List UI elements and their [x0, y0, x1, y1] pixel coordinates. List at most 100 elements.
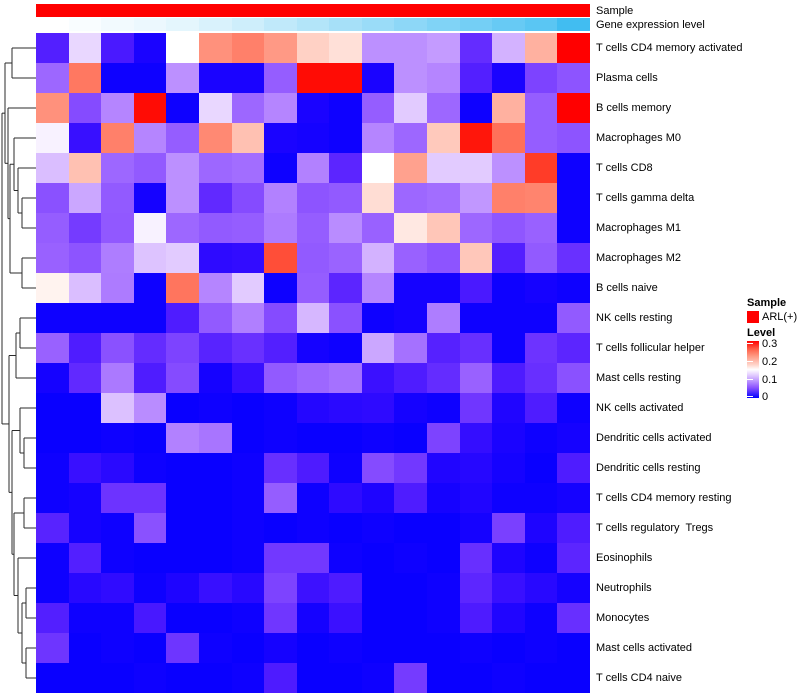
heatmap-cell [101, 393, 134, 423]
sample-annotation-cell [557, 4, 590, 17]
heatmap-cell [361, 483, 395, 513]
heatmap-cell [101, 243, 134, 273]
heatmap-cell [166, 633, 199, 663]
heatmap-cell [198, 273, 232, 303]
sample-annotation-cell [198, 4, 232, 17]
gene-annotation-cell [524, 18, 558, 31]
heatmap-cell [394, 183, 428, 213]
gene-annotation-cell [101, 18, 134, 31]
heatmap-cell [361, 333, 395, 363]
heatmap-cell [427, 543, 460, 573]
heatmap-cell [133, 33, 167, 63]
heatmap-cell [36, 543, 69, 573]
heatmap-cell [361, 573, 395, 603]
heatmap-cell [198, 333, 232, 363]
level-tick-mark [747, 361, 753, 362]
heatmap-cell [329, 483, 362, 513]
legend-level-title: Level [747, 327, 776, 339]
heatmap-cell [459, 333, 493, 363]
sample-annotation-cell [101, 4, 134, 17]
sample-annotation-bar [36, 4, 590, 17]
heatmap-cell [36, 33, 69, 63]
heatmap-cell [394, 33, 428, 63]
gene-annotation-cell [231, 18, 265, 31]
sample-annotation-cell [264, 4, 297, 17]
gene-annotation-cell [394, 18, 428, 31]
sample-annotation-cell [459, 4, 493, 17]
heatmap-cell [36, 213, 69, 243]
heatmap-cell [427, 513, 460, 543]
heatmap-cell [36, 573, 69, 603]
heatmap-cell [198, 453, 232, 483]
heatmap-cell [198, 243, 232, 273]
heatmap-cell [231, 483, 265, 513]
heatmap-cell [231, 363, 265, 393]
row-label: Macrophages M2 [596, 252, 681, 264]
heatmap-cell [68, 633, 102, 663]
row-label: NK cells activated [596, 402, 684, 414]
heatmap-cell [361, 603, 395, 633]
heatmap-cell [524, 243, 558, 273]
heatmap-cell [133, 243, 167, 273]
sample-annotation-cell [361, 4, 395, 17]
heatmap-cell [524, 63, 558, 93]
heatmap-cell [296, 333, 330, 363]
heatmap-cell [329, 243, 362, 273]
heatmap-cell [492, 333, 525, 363]
heatmap-cell [361, 453, 395, 483]
heatmap-cell [264, 183, 297, 213]
heatmap-cell [166, 93, 199, 123]
heatmap-cell [394, 303, 428, 333]
heatmap-cell [133, 513, 167, 543]
heatmap-cell [329, 543, 362, 573]
heatmap-cell [68, 393, 102, 423]
heatmap-cell [68, 543, 102, 573]
sample-annotation-cell [36, 4, 69, 17]
heatmap-cell [264, 663, 297, 693]
heatmap-cell [459, 123, 493, 153]
heatmap-cell [459, 663, 493, 693]
row-label: T cells regulatory Tregs [596, 522, 714, 534]
heatmap-cell [133, 393, 167, 423]
heatmap-cell [101, 363, 134, 393]
heatmap-cell [492, 33, 525, 63]
row-label: Eosinophils [596, 552, 653, 564]
heatmap-cell [264, 273, 297, 303]
heatmap-cell [427, 93, 460, 123]
heatmap-cell [133, 663, 167, 693]
row-label: B cells memory [596, 102, 672, 114]
heatmap-cell [394, 423, 428, 453]
heatmap-cell [166, 33, 199, 63]
heatmap-cell [296, 543, 330, 573]
heatmap-cell [68, 153, 102, 183]
heatmap-cell [524, 663, 558, 693]
heatmap-cell [459, 573, 493, 603]
sample-annotation-cell [166, 4, 199, 17]
heatmap-cell [101, 603, 134, 633]
row-label: Neutrophils [596, 582, 652, 594]
heatmap-cell [459, 603, 493, 633]
heatmap-cell [296, 243, 330, 273]
heatmap-cell [557, 513, 590, 543]
sample-annotation-cell [524, 4, 558, 17]
heatmap-cell [459, 153, 493, 183]
heatmap-cell [166, 213, 199, 243]
heatmap-cell [394, 393, 428, 423]
heatmap-cell [133, 543, 167, 573]
heatmap-cell [264, 243, 297, 273]
heatmap-cell [329, 183, 362, 213]
level-tick-label: 0.3 [762, 338, 778, 350]
heatmap-cell [524, 513, 558, 543]
row-label: Dendritic cells resting [596, 462, 701, 474]
heatmap-cell [101, 273, 134, 303]
heatmap-cell [68, 243, 102, 273]
heatmap-cell [36, 393, 69, 423]
heatmap-cell [166, 573, 199, 603]
heatmap-cell [36, 273, 69, 303]
heatmap-cell [133, 573, 167, 603]
heatmap-cell [101, 573, 134, 603]
heatmap-cell [133, 333, 167, 363]
heatmap-cell [231, 333, 265, 363]
heatmap-cell [36, 423, 69, 453]
heatmap-cell [492, 603, 525, 633]
